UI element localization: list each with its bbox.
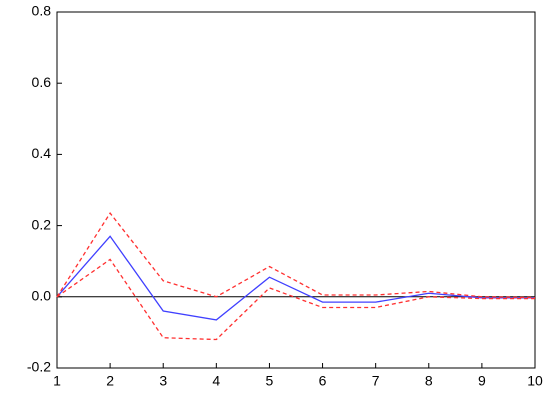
x-tick-label: 6 [319, 373, 327, 389]
x-tick-label: 4 [212, 373, 220, 389]
y-tick-label: 0.6 [32, 74, 52, 90]
band-line [56, 212, 536, 299]
x-tick-label: 3 [159, 373, 167, 389]
x-tick-label: 8 [425, 373, 433, 389]
y-tick-label: 0.0 [32, 288, 52, 304]
plot-frame [56, 11, 536, 369]
x-tick-label: 1 [53, 373, 61, 389]
y-tick-label: 0.8 [32, 3, 52, 19]
x-tick-label: 2 [106, 373, 114, 389]
response-line [56, 235, 535, 321]
x-tick-label: 5 [266, 373, 274, 389]
y-tick-label: 0.2 [32, 216, 52, 232]
x-tick-label: 10 [527, 373, 543, 389]
band-line [56, 258, 535, 341]
x-tick-label: 9 [478, 373, 486, 389]
y-tick-label: -0.2 [27, 359, 51, 375]
y-tick-label: 0.4 [32, 145, 52, 161]
x-tick-label: 7 [372, 373, 380, 389]
